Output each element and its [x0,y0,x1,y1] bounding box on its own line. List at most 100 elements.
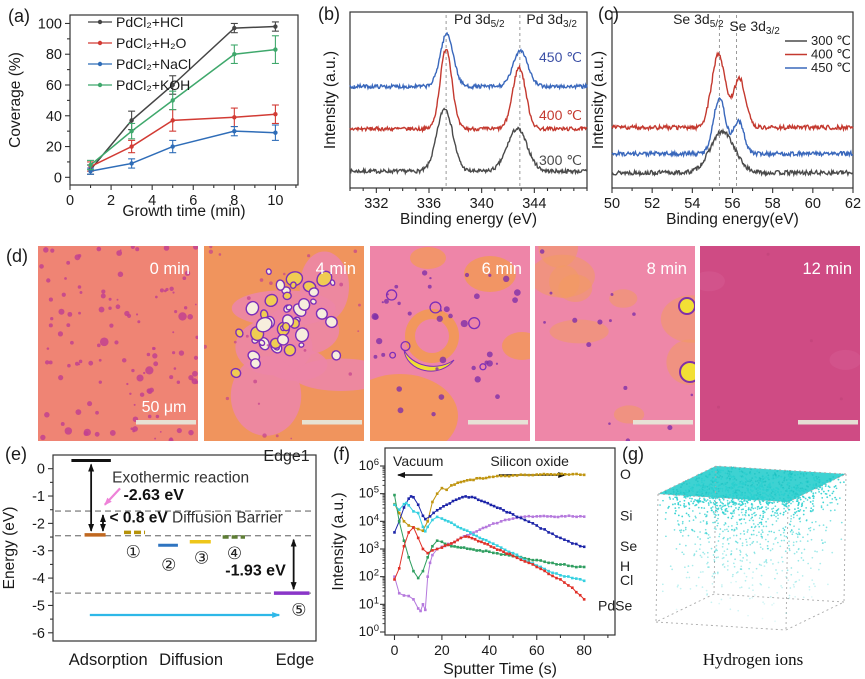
panel-label-d: (d) [6,246,28,266]
svg-text:344: 344 [522,196,546,212]
svg-text:-1: -1 [32,489,45,505]
svg-text:0: 0 [66,193,74,209]
svg-text:H: H [620,558,630,574]
panel-label-g: (g) [622,444,644,464]
svg-text:< 0.8 eV Diffusion Barrier: < 0.8 eV Diffusion Barrier [110,510,283,527]
svg-text:60: 60 [46,78,62,94]
panel-label-c: (c) [598,4,619,24]
svg-text:Growth time (min): Growth time (min) [122,203,245,220]
depth-profile-chart: 100 101 102 103 104 105 106 0 20 40 60 80 Sputter Ti… [330,447,637,678]
svg-text:400 ℃: 400 ℃ [539,107,582,123]
ion-cloud-caption: Hydrogen ions [702,650,804,669]
svg-text:Coverage (%): Coverage (%) [7,52,24,148]
energy-diagram: 0 -1 -2 -3 -4 -5 -6 Energy (eV) ① ② ③ ④ ⑤ Exothermic … [1,448,317,669]
svg-text:40: 40 [482,642,498,658]
svg-text:PdCl₂+HCl: PdCl₂+HCl [116,14,183,30]
micrograph-6-min: 6 min [370,246,530,441]
svg-text:Silicon oxide: Silicon oxide [490,453,569,469]
svg-text:Pd 3d3/2: Pd 3d3/2 [526,11,577,30]
svg-text:PdSe: PdSe [598,597,632,613]
svg-text:PdCl₂+NaCl: PdCl₂+NaCl [116,56,191,72]
micrograph-8-min: 8 min [535,246,695,441]
svg-text:450 ℃: 450 ℃ [811,60,851,75]
svg-text:336: 336 [417,196,441,212]
svg-text:6: 6 [189,193,197,209]
micrograph-row: 0 min 50 μm 4 min 6 min 8 min 12 min [0,246,865,441]
svg-text:8: 8 [230,193,238,209]
svg-text:-4: -4 [32,571,45,587]
svg-text:Adsorption: Adsorption [69,651,148,669]
svg-text:Intensity (a.u.): Intensity (a.u.) [330,492,347,590]
svg-text:-2.63 eV: -2.63 eV [123,487,184,504]
svg-text:-2: -2 [32,516,45,532]
panel-label-b: (b) [318,4,340,24]
svg-text:300 ℃: 300 ℃ [539,152,582,168]
svg-text:Sputter Time (s): Sputter Time (s) [443,661,557,678]
svg-text:0: 0 [37,462,45,478]
svg-text:60: 60 [805,196,821,212]
svg-text:103: 103 [359,540,379,556]
svg-text:④: ④ [227,544,242,563]
svg-text:Se 3d3/2: Se 3d3/2 [729,18,780,37]
svg-text:400 ℃: 400 ℃ [811,47,851,62]
svg-text:-6: -6 [32,626,45,642]
svg-text:4 min: 4 min [316,260,356,278]
svg-text:6 min: 6 min [482,260,522,278]
svg-text:Edge: Edge [276,651,315,669]
svg-text:Edge1: Edge1 [263,448,309,465]
svg-text:105: 105 [359,485,379,501]
svg-text:80: 80 [576,642,592,658]
svg-text:8 min: 8 min [647,260,687,278]
svg-text:20: 20 [434,642,450,658]
svg-text:Diffusion: Diffusion [159,651,223,669]
svg-text:100: 100 [359,623,379,639]
svg-text:50: 50 [604,196,620,212]
svg-text:4: 4 [148,193,156,209]
svg-text:Pd 3d5/2: Pd 3d5/2 [454,11,505,30]
svg-text:Se: Se [620,538,637,554]
panel-label-e: (e) [5,444,27,464]
svg-text:①: ① [126,542,141,561]
svg-text:40: 40 [46,109,62,125]
svg-text:52: 52 [644,196,660,212]
svg-text:56: 56 [724,196,740,212]
micrograph-4-min: 4 min [204,246,364,441]
svg-text:⑤: ⑤ [291,601,306,620]
svg-text:340: 340 [470,196,494,212]
svg-text:Binding energy(eV): Binding energy(eV) [666,211,799,228]
svg-text:50 μm: 50 μm [142,399,187,416]
svg-text:PdCl₂+H₂O: PdCl₂+H₂O [116,35,187,51]
svg-text:Si: Si [620,508,632,524]
hydrogen-ion-cloud [655,465,847,631]
svg-text:106: 106 [359,457,379,473]
svg-text:100: 100 [38,16,62,32]
svg-text:-5: -5 [32,598,45,614]
micrograph-12-min: 12 min [700,246,860,441]
svg-text:102: 102 [359,568,379,584]
svg-text:58: 58 [765,196,781,212]
svg-text:300 ℃: 300 ℃ [811,33,851,48]
panel-label-f: (f) [333,444,350,464]
pd3d-xps-spectra: 332 336 340 344 Pd 3d5/2 Pd 3d3/2 450 ℃ 400 ℃ 30… [322,11,588,228]
svg-text:Vacuum: Vacuum [393,453,443,469]
svg-text:③: ③ [194,549,209,568]
svg-text:②: ② [161,555,176,574]
svg-text:Cl: Cl [620,572,633,588]
svg-text:Intensity (a.u.): Intensity (a.u.) [590,51,607,149]
svg-text:332: 332 [364,196,388,212]
svg-text:12 min: 12 min [802,260,852,278]
svg-text:20: 20 [46,140,62,156]
svg-text:0: 0 [391,642,399,658]
svg-text:Energy (eV): Energy (eV) [1,507,18,590]
svg-text:-3: -3 [32,544,45,560]
svg-text:80: 80 [46,47,62,63]
svg-text:0 min: 0 min [150,260,190,278]
svg-text:60: 60 [529,642,545,658]
svg-text:101: 101 [359,595,379,611]
svg-text:104: 104 [359,512,379,528]
svg-text:2: 2 [107,193,115,209]
svg-text:PdCl₂+KOH: PdCl₂+KOH [116,77,190,93]
svg-text:62: 62 [845,196,861,212]
